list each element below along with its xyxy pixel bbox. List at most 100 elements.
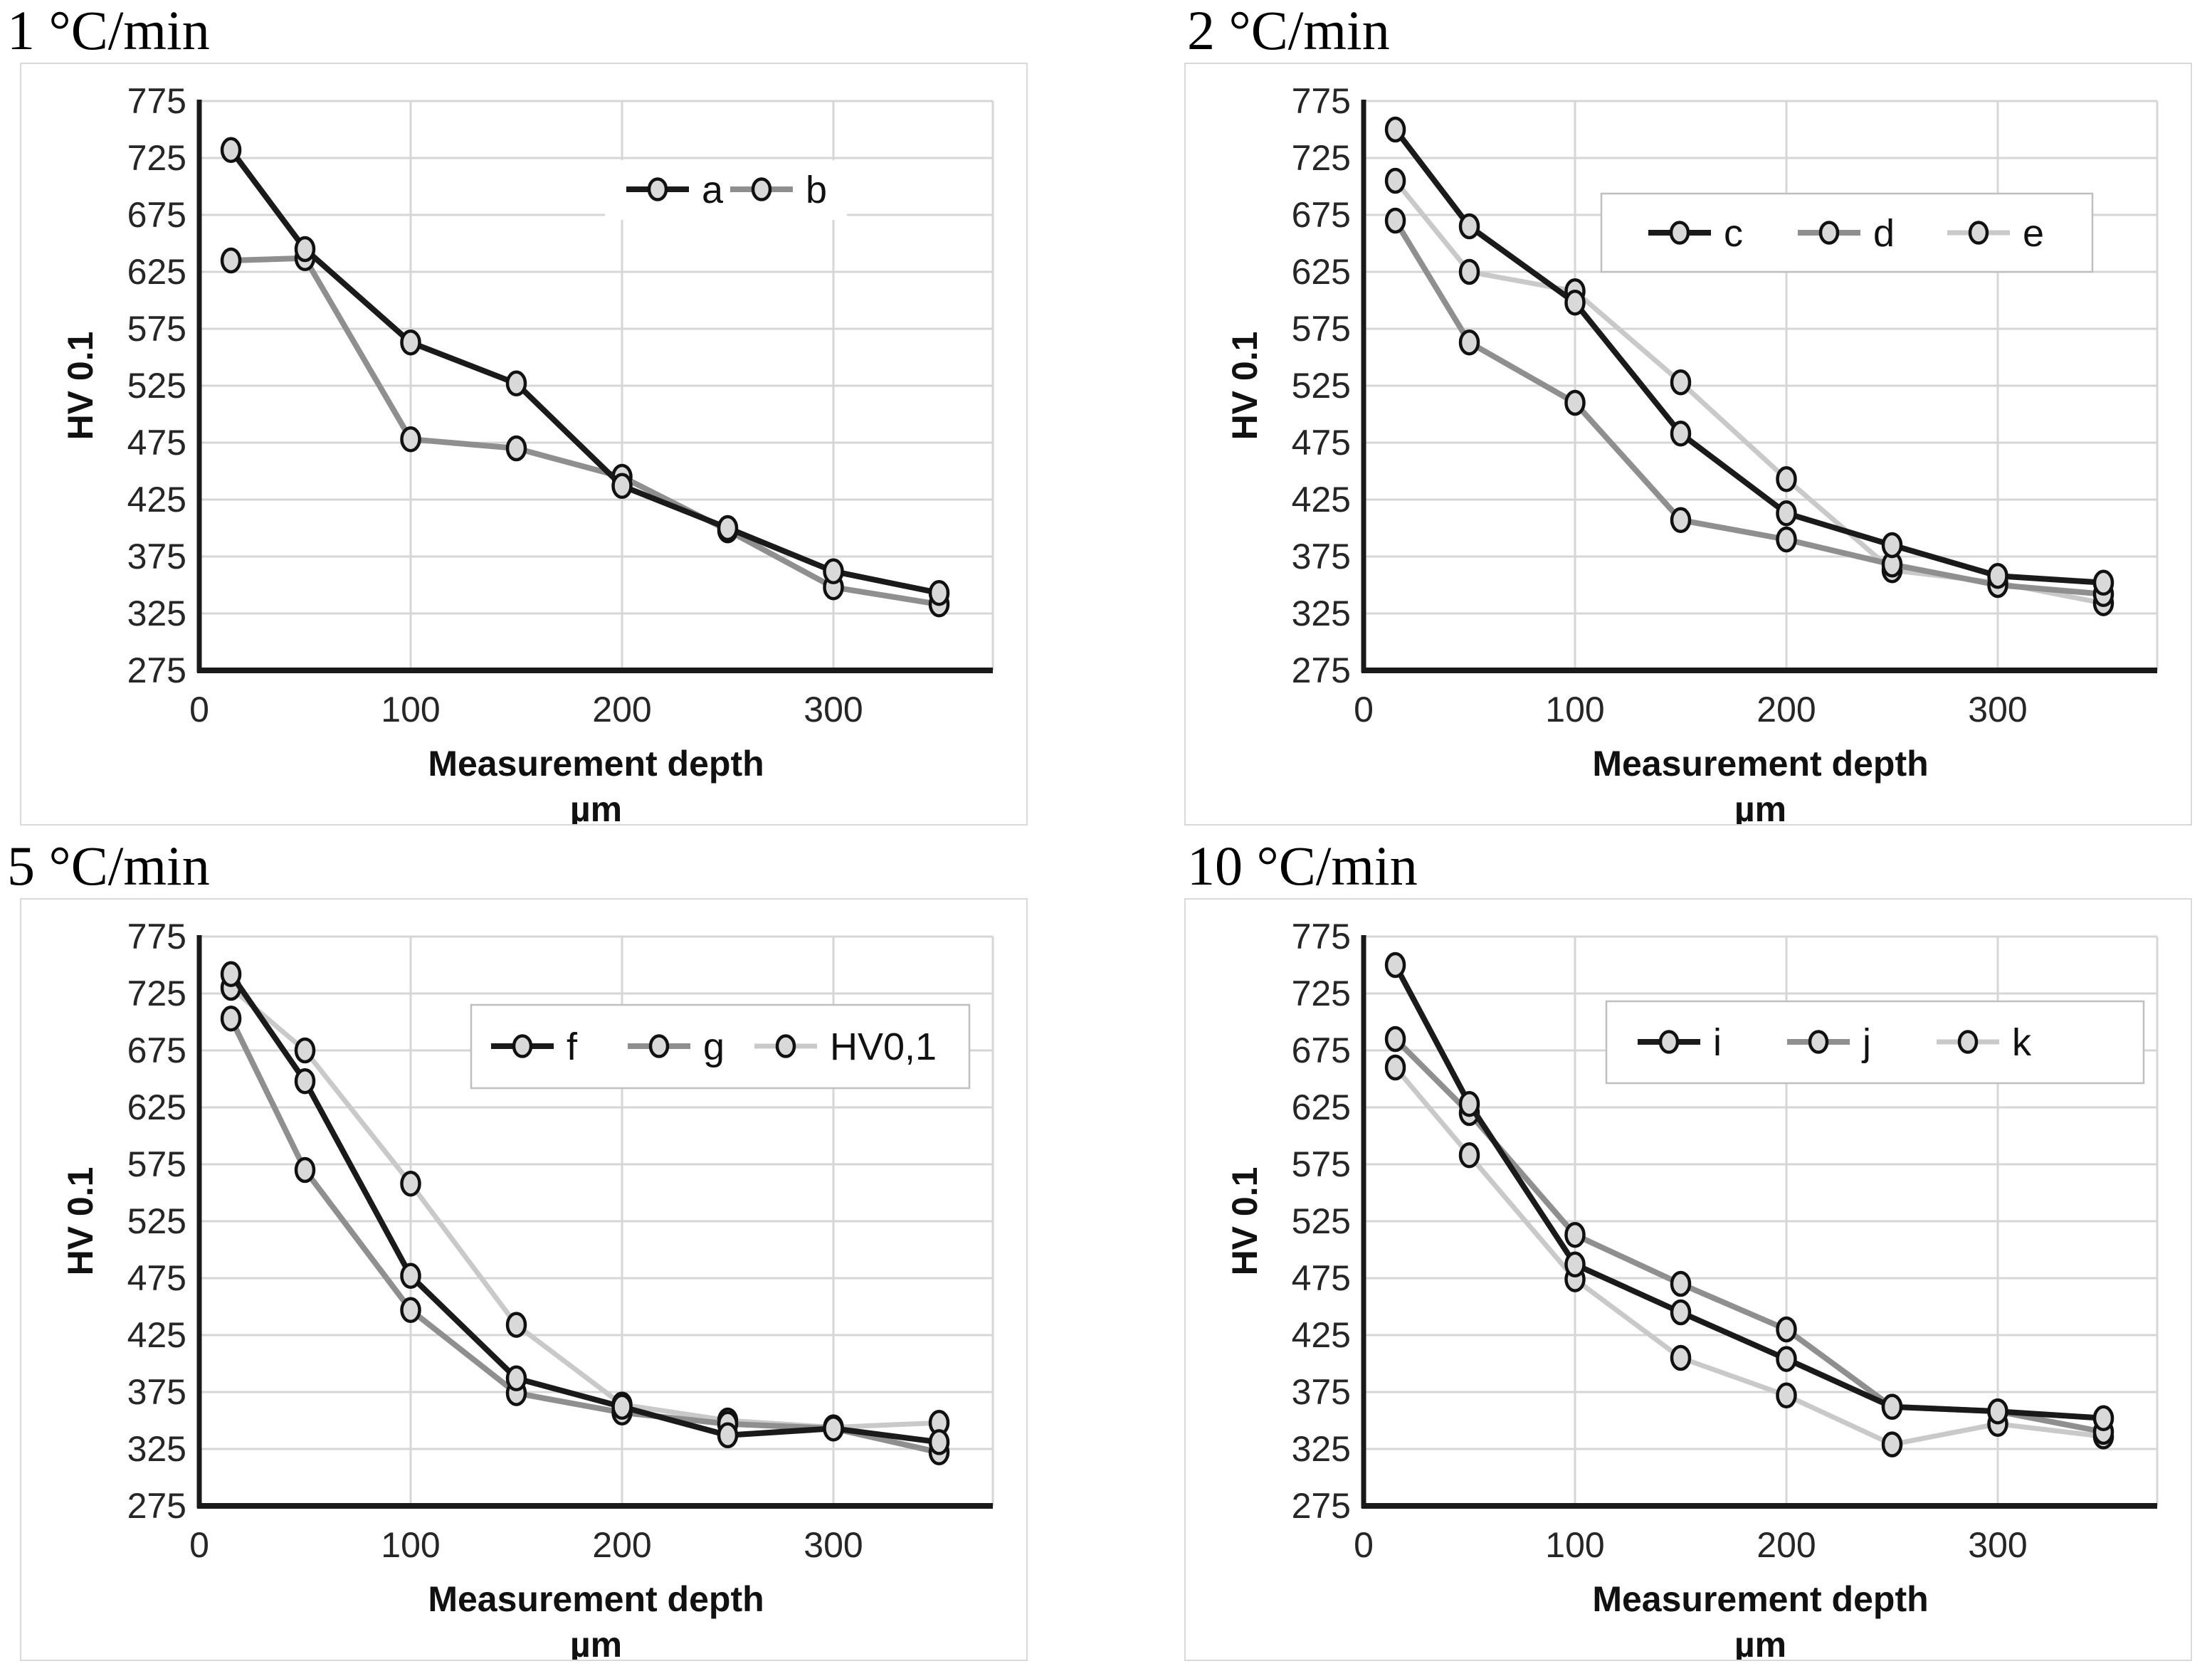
chart-box-5cmin: 775 725 675 625 575 525 475 425 375 325 275 0 100 200…: [20, 898, 1028, 1661]
panel-title-2cmin: 2 °C/min: [1187, 0, 1390, 61]
y-tick-label: 525: [127, 1201, 186, 1241]
marker-k: [1458, 1142, 1480, 1169]
x-axis-unit: µm: [1734, 1625, 1786, 1660]
marker-d: [1564, 389, 1586, 416]
series-c-line: [1393, 127, 2104, 586]
marker-f: [220, 961, 242, 988]
legend-label-b: b: [806, 169, 827, 211]
panel-title-5cmin: 5 °C/min: [7, 835, 210, 897]
x-axis-unit: µm: [570, 789, 622, 824]
y-tick-label: 725: [1292, 974, 1351, 1013]
marker-d: [1670, 507, 1692, 534]
x-axis-title: Measurement depth: [1592, 1579, 1928, 1619]
marker-j: [1670, 1270, 1692, 1297]
marker-f: [928, 1429, 950, 1455]
marker-d: [1384, 207, 1406, 234]
y-tick-label: 275: [1292, 1486, 1351, 1526]
series-d-line: [1393, 218, 2104, 597]
legend-marker-b: [751, 177, 772, 201]
y-tick-label: 375: [1292, 1372, 1351, 1412]
y-tick-label: 675: [1292, 1030, 1351, 1070]
legend-marker-f: [512, 1034, 533, 1058]
x-tick-label: 200: [1757, 1525, 1816, 1565]
marker-HV0,1: [505, 1312, 527, 1338]
y-axis-title: HV 0.1: [1225, 1167, 1265, 1276]
series-i-line: [1393, 964, 2104, 1421]
marker-c: [1881, 532, 1903, 559]
y-tick-label: 275: [127, 1486, 186, 1526]
y-tick-label: 775: [127, 81, 186, 121]
y-tick-label: 325: [1292, 594, 1351, 633]
marker-f: [294, 1068, 316, 1095]
legend-label-k: k: [2012, 1021, 2032, 1064]
legend-marker-c: [1669, 221, 1690, 245]
y-tick-label: 625: [1292, 1087, 1351, 1127]
x-tick-label: 100: [381, 1525, 440, 1565]
x-tick-label: 300: [804, 690, 863, 729]
y-tick-label: 325: [1292, 1429, 1351, 1469]
legend-marker-d: [1818, 221, 1840, 245]
x-tick-label: 0: [1354, 1525, 1374, 1565]
x-axis-unit: µm: [570, 1625, 622, 1660]
marker-e: [1458, 258, 1480, 285]
legend-marker-HV0,1: [775, 1034, 796, 1058]
marker-i: [1384, 952, 1406, 979]
y-tick-label: 425: [127, 1315, 186, 1355]
marker-e: [1776, 465, 1797, 492]
x-axis-title: Measurement depth: [1592, 744, 1928, 784]
x-tick-label: 0: [189, 690, 209, 729]
legend-label-e: e: [2023, 212, 2044, 255]
marker-a: [400, 329, 421, 356]
legend-label-c: c: [1724, 212, 1743, 255]
marker-HV0,1: [294, 1037, 316, 1064]
marker-a: [611, 473, 633, 500]
legend-marker-j: [1808, 1030, 1829, 1054]
marker-a: [928, 579, 950, 606]
y-tick-label: 575: [127, 1144, 186, 1184]
y-tick-label: 375: [127, 537, 186, 576]
legend-label-i: i: [1713, 1021, 1722, 1064]
marker-j: [1776, 1316, 1797, 1343]
x-tick-label: 300: [1968, 690, 2027, 729]
x-tick-label: 200: [1757, 690, 1816, 729]
legend-label-d: d: [1873, 212, 1895, 255]
y-tick-label: 325: [127, 1429, 186, 1469]
y-tick-label: 475: [1292, 1258, 1351, 1298]
x-tick-label: 200: [592, 690, 651, 729]
marker-c: [1564, 289, 1586, 316]
marker-f: [611, 1393, 633, 1420]
marker-f: [400, 1263, 421, 1290]
marker-a: [505, 370, 527, 397]
panel-10cmin: 10 °C/min 775 725 675 625 575 525 475 425 375 325…: [1106, 836, 2212, 1671]
marker-j: [1564, 1221, 1586, 1248]
y-tick-label: 775: [1292, 81, 1351, 121]
x-axis-title: Measurement depth: [428, 744, 764, 784]
marker-c: [1987, 562, 2008, 589]
marker-g: [294, 1156, 316, 1184]
marker-g: [400, 1297, 421, 1324]
chart-box-10cmin: 775 725 675 625 575 525 475 425 375 325 275 0 100 200…: [1184, 898, 2192, 1661]
legend-marker-e: [1968, 221, 1989, 245]
marker-a: [294, 236, 316, 263]
y-axis-title: HV 0.1: [60, 1167, 100, 1276]
series-b-line: [231, 255, 940, 608]
panel-2cmin: 2 °C/min 775 725 675 625 575 525 475 425 375 325 2…: [1106, 0, 2212, 836]
y-tick-label: 625: [127, 1087, 186, 1127]
y-tick-label: 725: [127, 138, 186, 178]
x-tick-label: 200: [592, 1525, 651, 1565]
y-tick-label: 625: [127, 252, 186, 292]
marker-k: [1670, 1344, 1692, 1371]
series-a-line: [228, 148, 940, 596]
series-f-line: [228, 972, 940, 1445]
marker-d: [1458, 329, 1480, 356]
y-tick-label: 275: [1292, 650, 1351, 690]
y-tick-label: 525: [1292, 1201, 1351, 1241]
x-tick-label: 0: [189, 1525, 209, 1565]
y-tick-label: 575: [127, 309, 186, 349]
y-tick-label: 775: [127, 917, 186, 956]
x-tick-label: 0: [1354, 690, 1374, 729]
